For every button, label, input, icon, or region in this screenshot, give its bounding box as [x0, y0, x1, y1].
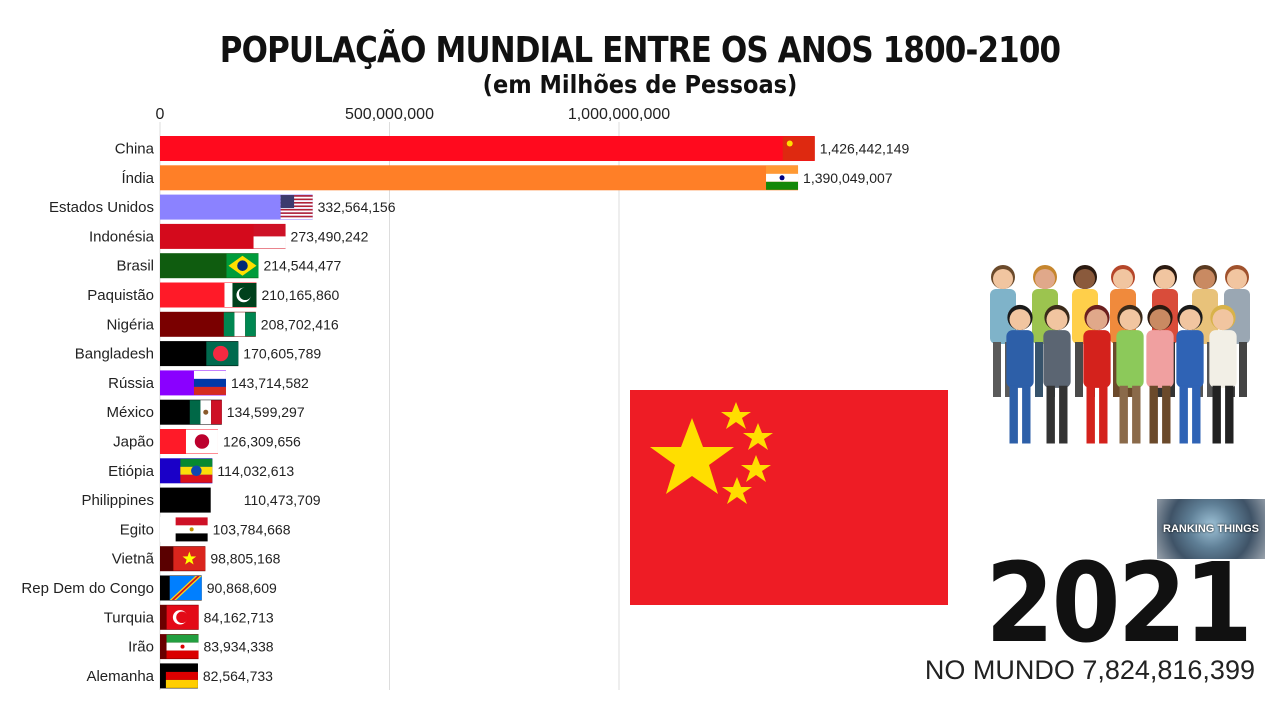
- value-label: 114,032,613: [217, 463, 294, 479]
- value-label: 1,390,049,007: [803, 170, 893, 186]
- category-label: Philippines: [81, 492, 154, 509]
- x-tick-label: 1,000,000,000: [568, 106, 670, 123]
- value-label: 170,605,789: [243, 346, 321, 362]
- pakistan-flag-icon: [224, 283, 257, 307]
- japan-flag-icon: [185, 429, 218, 454]
- value-label: 84,162,713: [204, 609, 274, 625]
- brazil-flag-icon: [226, 253, 259, 278]
- world-population-total: NO MUNDO 7,824,816,399: [924, 655, 1255, 685]
- russia-flag-icon: [193, 370, 226, 395]
- drc-flag-icon: [169, 576, 202, 600]
- category-label: México: [106, 404, 154, 421]
- category-label: Índia: [121, 170, 154, 187]
- ranking-things-logo: RANKING THINGS: [1157, 499, 1265, 559]
- value-label: 126,309,656: [223, 434, 301, 450]
- x-tick-label: 500,000,000: [345, 106, 434, 123]
- category-label: Irão: [128, 639, 154, 656]
- value-label: 82,564,733: [203, 668, 273, 684]
- egypt-flag-icon: [175, 517, 208, 542]
- bangladesh-flag-icon: [206, 341, 239, 366]
- value-label: 210,165,860: [261, 287, 339, 303]
- crowd-of-people-illustration: [990, 265, 1250, 444]
- value-label: 90,868,609: [207, 580, 277, 596]
- value-label: 332,564,156: [318, 199, 396, 215]
- value-label: 143,714,582: [231, 375, 309, 391]
- value-label: 103,784,668: [213, 521, 291, 537]
- category-label: Vietnã: [112, 551, 155, 568]
- ethiopia-flag-icon: [180, 458, 213, 483]
- value-label: 134,599,297: [227, 404, 305, 420]
- bar: [160, 487, 211, 513]
- category-label: China: [115, 141, 155, 158]
- x-tick-label: 0: [156, 106, 165, 123]
- value-label: 208,702,416: [261, 316, 339, 332]
- category-label: Alemanha: [86, 668, 154, 685]
- vietnam-flag-icon: [173, 546, 206, 571]
- china-flag-icon: [782, 136, 815, 161]
- indonesia-flag-icon: [253, 224, 286, 249]
- value-label: 110,473,709: [244, 492, 321, 508]
- bar: [160, 165, 799, 191]
- category-label: Rússia: [108, 375, 155, 392]
- category-label: Brasil: [116, 258, 154, 275]
- category-label: Etiópia: [108, 463, 155, 480]
- category-label: Nigéria: [106, 316, 154, 333]
- chart-subtitle: (em Milhões de Pessoas): [482, 70, 798, 99]
- category-label: Turquia: [104, 609, 155, 626]
- usa-flag-icon: [280, 195, 313, 220]
- nigeria-flag-icon: [223, 312, 256, 337]
- value-label: 273,490,242: [291, 228, 369, 244]
- germany-flag-icon: [165, 663, 198, 688]
- india-flag-icon: [766, 165, 799, 190]
- category-label: Rep Dem do Congo: [21, 580, 154, 597]
- category-label: Egito: [120, 521, 154, 538]
- category-label: Bangladesh: [75, 346, 154, 363]
- bar: [160, 136, 815, 161]
- iran-flag-icon: [166, 634, 199, 659]
- category-label: Paquistão: [87, 287, 154, 304]
- value-label: 98,805,168: [210, 551, 280, 567]
- category-label: Estados Unidos: [49, 199, 154, 216]
- turkey-flag-icon: [166, 605, 199, 630]
- category-label: Japão: [113, 434, 154, 451]
- category-label: Indonésia: [89, 228, 155, 245]
- value-label: 1,426,442,149: [820, 141, 910, 157]
- chart-title: POPULAÇÃO MUNDIAL ENTRE OS ANOS 1800-210…: [219, 30, 1061, 71]
- mexico-flag-icon: [189, 400, 222, 425]
- value-label: 214,544,477: [263, 258, 341, 274]
- year-counter: 2021: [985, 539, 1252, 667]
- value-label: 83,934,338: [204, 639, 274, 655]
- china-flag-icon: [630, 390, 948, 605]
